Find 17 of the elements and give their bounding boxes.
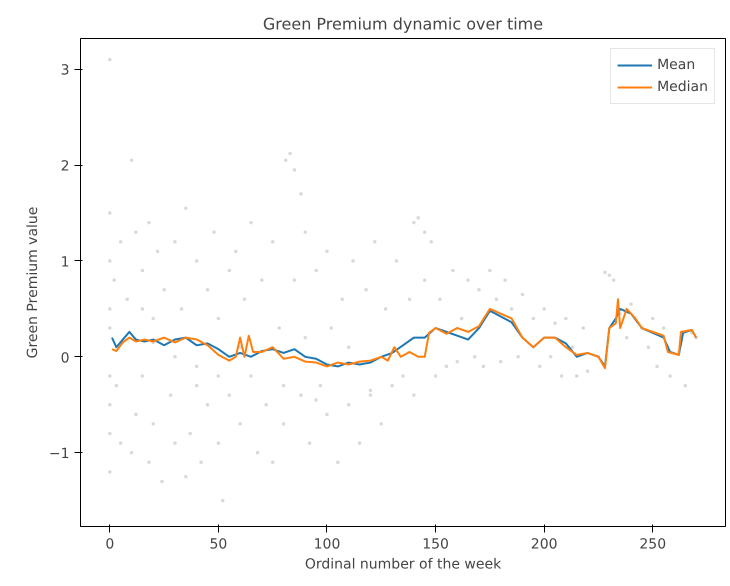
x-tick-label: 200 — [530, 536, 558, 552]
x-tick-label: 250 — [639, 536, 666, 552]
y-tick-label: 3 — [60, 62, 70, 79]
line-series — [110, 298, 698, 370]
x-axis-title: Ordinal number of the week — [304, 556, 502, 572]
y-axis-title: Green Premium value — [24, 206, 41, 358]
y-tick-label: 1 — [60, 254, 70, 270]
legend-label: Mean — [657, 57, 696, 73]
chart-title: Green Premium dynamic over time — [262, 14, 544, 34]
legend-label: Median — [657, 79, 708, 95]
x-tick-label: 100 — [314, 536, 340, 552]
x-tick-label: 150 — [422, 536, 449, 552]
y-tick-label: −1 — [48, 446, 70, 462]
y-tick-label: 0 — [60, 350, 70, 366]
x-tick-label: 0 — [105, 536, 114, 552]
x-tick-label: 50 — [209, 536, 228, 552]
y-tick-label: 2 — [60, 158, 70, 175]
